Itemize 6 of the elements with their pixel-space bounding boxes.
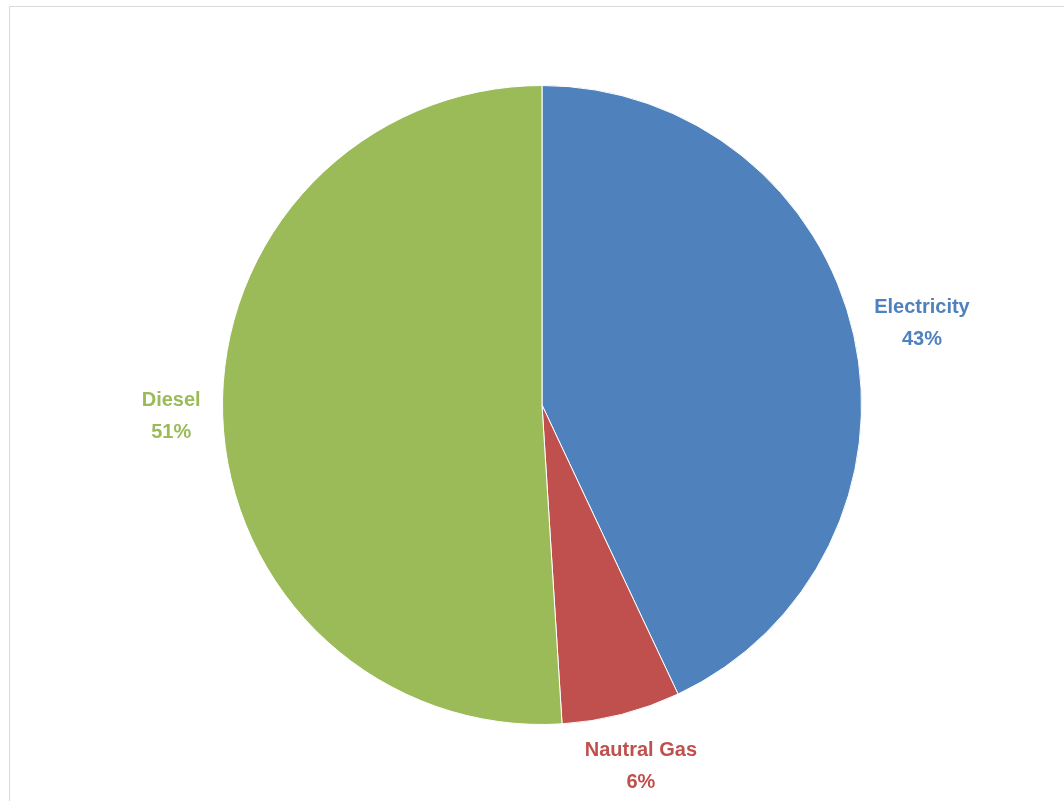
slice-label: Nautral Gas — [584, 738, 698, 761]
data-label: 43% — [901, 327, 943, 350]
data-label: 51% — [151, 420, 192, 443]
slice-label: Diesel — [141, 388, 201, 411]
data-label: 6% — [626, 770, 656, 793]
slice-label: Electricity — [874, 295, 971, 318]
